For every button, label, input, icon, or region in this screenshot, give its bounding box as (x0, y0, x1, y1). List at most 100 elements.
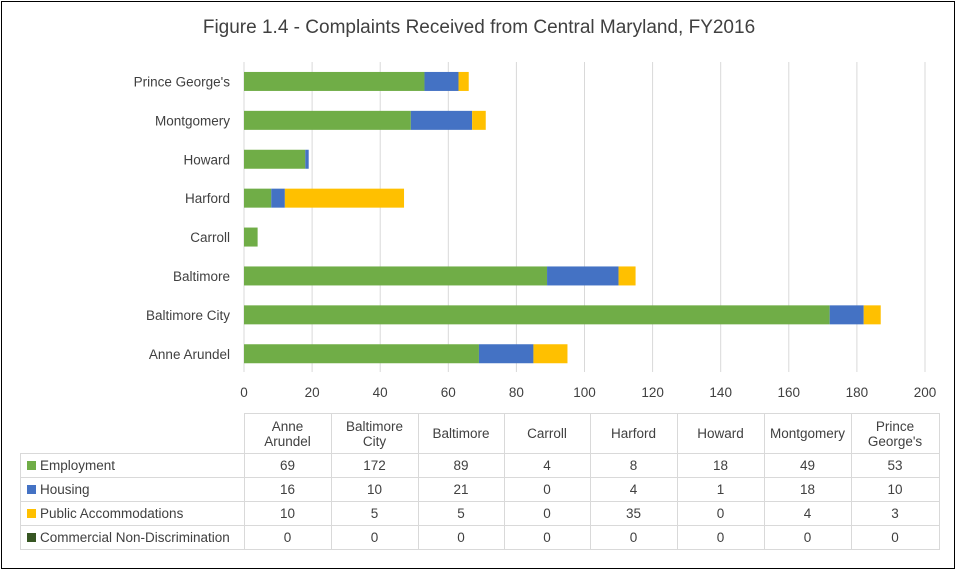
table-cell: 4 (763, 501, 852, 526)
series-name: Housing (40, 482, 90, 497)
series-name: Employment (40, 458, 116, 473)
chart-title: Figure 1.4 - Complaints Received from Ce… (202, 17, 756, 38)
legend-entry: Commercial Non-Discrimination (20, 525, 245, 550)
x-tick-label: 100 (573, 385, 596, 400)
x-tick-label: 160 (778, 385, 801, 400)
table-row: Employment 69 172 89 4 8 18 49 53 (20, 453, 940, 478)
bar-segment-housing (305, 149, 309, 169)
table-cell: 0 (243, 525, 332, 550)
bar-segment-employment (244, 344, 479, 364)
table-cell: 18 (763, 477, 852, 502)
category-label: Montgomery (155, 113, 230, 128)
table-cell: 10 (850, 477, 940, 502)
table-cell: 0 (503, 477, 591, 502)
table-column-header: Howard (676, 413, 765, 454)
table-cell: 0 (676, 501, 765, 526)
table-cell: 0 (763, 525, 852, 550)
table-cell: 18 (676, 453, 765, 478)
bar-segment-employment (244, 149, 306, 169)
table-column-header: Prince George's (850, 413, 940, 454)
table-column-header: Anne Arundel (243, 413, 332, 454)
bar-segment-public-accommodations (618, 266, 636, 286)
bar-segment-public-accommodations (458, 71, 469, 91)
bar-segment-housing (271, 188, 285, 208)
table-row: Commercial Non-Discrimination 0 0 0 0 0 0 0 0 (20, 525, 940, 550)
table-cell: 3 (850, 501, 940, 526)
legend-entry: Employment (20, 453, 245, 478)
table-cell: 16 (243, 477, 332, 502)
category-label: Harford (185, 191, 230, 206)
bar-segment-employment (244, 305, 830, 325)
category-label: Howard (183, 152, 230, 167)
bar-segment-housing (547, 266, 619, 286)
legend-key-icon (27, 533, 36, 542)
series-name: Commercial Non-Discrimination (40, 530, 230, 545)
table-cell: 10 (243, 501, 332, 526)
legend-key-icon (27, 461, 36, 470)
table-cell: 0 (503, 501, 591, 526)
table-column-header: Montgomery (763, 413, 852, 454)
table-cell: 69 (243, 453, 332, 478)
bar-chart: Anne Arundel Baltimore City Baltimore Carro… (134, 62, 936, 400)
x-tick-labels: 0 20 40 60 80 100 120 140 160 180 200 (240, 385, 936, 400)
bar-segment-employment (244, 227, 258, 247)
x-tick-label: 120 (641, 385, 664, 400)
table-cell: 49 (763, 453, 852, 478)
category-label: Carroll (190, 230, 230, 245)
bar-segment-public-accommodations (472, 110, 486, 130)
bar-segment-employment (244, 266, 548, 286)
table-corner (20, 413, 245, 454)
table-cell: 172 (330, 453, 419, 478)
x-tick-label: 0 (240, 385, 248, 400)
table-cell: 0 (417, 525, 505, 550)
category-labels: Anne Arundel Baltimore City Baltimore Carro… (134, 74, 231, 361)
bar-segment-housing (424, 71, 459, 91)
bar-segment-employment (244, 188, 272, 208)
table-column-header: Carroll (503, 413, 591, 454)
table-cell: 0 (503, 525, 591, 550)
bar-segment-public-accommodations (533, 344, 568, 364)
x-tick-label: 60 (441, 385, 456, 400)
table-cell: 0 (589, 525, 678, 550)
bar-segment-employment (244, 71, 425, 91)
table-cell: 0 (330, 525, 419, 550)
bar-segment-housing (478, 344, 534, 364)
data-table: Anne Arundel Baltimore City Baltimore Carro… (20, 413, 940, 550)
x-tick-label: 80 (509, 385, 524, 400)
x-tick-label: 40 (373, 385, 388, 400)
gridlines (243, 62, 926, 372)
table-row: Public Accommodations 10 5 5 0 35 0 4 3 (20, 501, 940, 526)
legend-key-icon (27, 509, 36, 518)
legend-entry: Public Accommodations (20, 501, 245, 526)
table-column-header: Harford (589, 413, 678, 454)
category-label: Baltimore (173, 269, 230, 284)
table-cell: 35 (589, 501, 678, 526)
table-row: Housing 16 10 21 0 4 1 18 10 (20, 477, 940, 502)
bars (244, 71, 881, 364)
x-tick-label: 200 (914, 385, 937, 400)
bar-segment-public-accommodations (284, 188, 405, 208)
x-tick-label: 140 (709, 385, 732, 400)
x-tick-label: 20 (305, 385, 320, 400)
series-name: Public Accommodations (40, 506, 184, 521)
bar-segment-housing (410, 110, 473, 130)
table-cell: 5 (417, 501, 505, 526)
table-cell: 4 (503, 453, 591, 478)
table-cell: 21 (417, 477, 505, 502)
table-cell: 8 (589, 453, 678, 478)
table-cell: 53 (850, 453, 940, 478)
bar-segment-public-accommodations (863, 305, 881, 325)
table-cell: 4 (589, 477, 678, 502)
table-column-header: Baltimore (417, 413, 505, 454)
table-cell: 0 (850, 525, 940, 550)
legend-entry: Housing (20, 477, 245, 502)
table-cell: 5 (330, 501, 419, 526)
table-cell: 10 (330, 477, 419, 502)
table-cell: 0 (676, 525, 765, 550)
category-label: Baltimore City (146, 308, 230, 323)
table-cell: 89 (417, 453, 505, 478)
table-cell: 1 (676, 477, 765, 502)
category-label: Anne Arundel (149, 347, 230, 362)
table-column-header: Baltimore City (330, 413, 419, 454)
